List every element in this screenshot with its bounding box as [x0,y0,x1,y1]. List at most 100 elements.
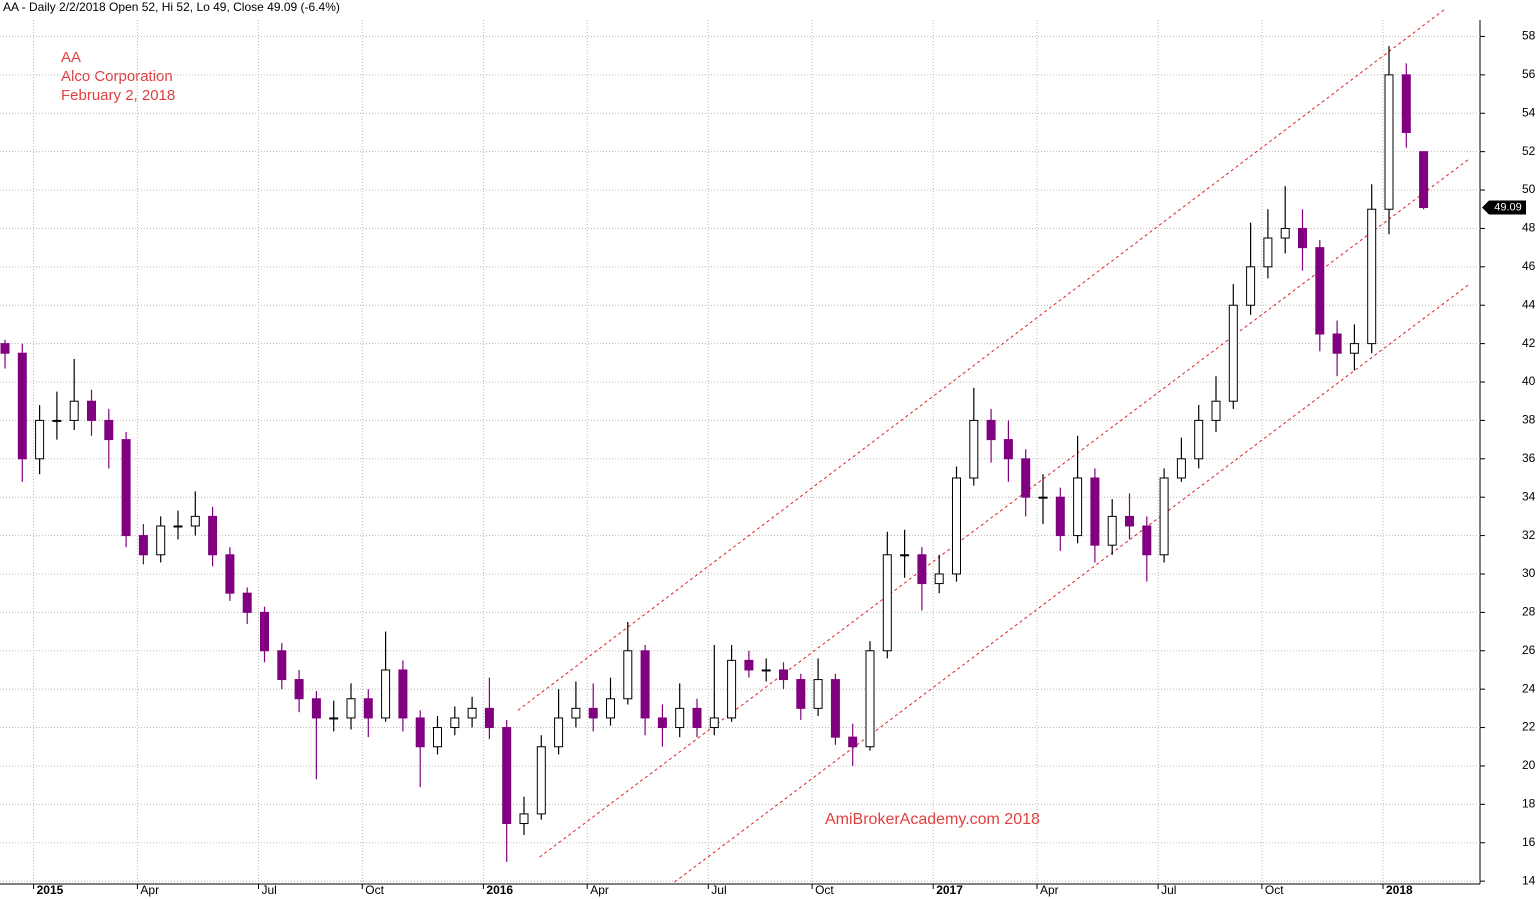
candle-body [813,679,823,709]
last-price-label: 49.09 [1494,201,1522,213]
annotation: February 2, 2018 [61,87,175,104]
y-tick-label: 50 [1522,182,1536,196]
y-tick-label: 54 [1522,105,1536,119]
candle-body [779,669,788,681]
candle-body [623,650,633,700]
candle-body [294,679,304,700]
candle-body [415,717,425,748]
candle-body [900,554,910,557]
candle-body [952,477,961,575]
candle-body [104,419,114,441]
candle-body [225,554,235,594]
candle-body [190,515,200,527]
candle-body [121,439,131,537]
candle-body [1107,515,1117,546]
y-tick-label: 42 [1522,336,1536,350]
trendline [674,284,1469,883]
candle-body [554,717,564,748]
candle-body [1194,419,1204,460]
y-tick-label: 46 [1522,259,1536,273]
y-tick-label: 44 [1522,297,1536,311]
candle-body [484,707,494,729]
x-tick-label: 2018 [1386,883,1413,897]
y-tick-label: 48 [1522,221,1536,235]
candle-body [242,592,252,613]
candle-body [1038,496,1048,499]
y-tick-label: 24 [1522,681,1536,695]
candle-body [1090,477,1100,546]
x-tick-label: Oct [1265,883,1284,897]
candle-body [381,669,391,719]
chart-title: AA - Daily 2/2/2018 Open 52, Hi 52, Lo 4… [3,0,340,14]
candle-body [934,573,944,585]
candle-body [744,659,754,671]
candle-body [260,611,269,652]
x-tick-label: Oct [365,883,384,897]
candle-body [1315,247,1325,335]
candle-body [571,707,581,719]
watermark: AmiBrokerAcademy.com 2018 [825,811,1040,828]
candle-body [1367,208,1377,345]
x-tick-label: 2017 [936,883,963,897]
candle-body [311,698,321,719]
candle-body [727,659,737,719]
y-tick-label: 38 [1522,413,1536,427]
x-tick-label: Oct [815,883,834,897]
candle-body [1211,400,1221,421]
y-tick-label: 36 [1522,451,1536,465]
candle-body [1142,525,1152,556]
trendline [517,9,1445,711]
y-tick-label: 52 [1522,144,1536,158]
candle-body [761,669,771,672]
candle-body [986,419,996,441]
candle-body [1003,439,1013,460]
candle-body [969,419,979,479]
candle-body [1384,74,1394,210]
candle-body [640,650,650,719]
candle-body [52,419,62,422]
x-tick-label: Jul [262,883,277,897]
y-tick-label: 56 [1522,67,1536,81]
candle-body [1176,458,1186,479]
y-tick-label: 26 [1522,643,1536,657]
candle-body [657,717,667,729]
x-tick-label: 2015 [37,883,64,897]
y-tick-label: 34 [1522,489,1536,503]
annotation: AA [61,49,81,66]
x-tick-label: Jul [711,883,726,897]
candle-body [17,352,27,460]
candle-body [588,707,598,719]
candle-body [675,707,685,729]
candle-body [502,727,512,825]
candle-body [1055,496,1065,537]
candle-body [1159,477,1169,556]
y-tick-label: 14 [1522,873,1536,887]
candle-body [692,707,702,729]
candle-body [1401,74,1411,133]
candle-body [346,698,356,719]
candle-body [1021,458,1031,498]
y-tick-label: 16 [1522,835,1536,849]
candle-body [865,650,875,748]
candle-body [606,698,615,719]
last-price-marker [1482,200,1526,215]
candle-body [329,717,339,720]
candle-body [1280,227,1290,239]
y-tick-label: 18 [1522,797,1536,811]
candle-body [848,736,858,748]
candle-body [1298,227,1307,249]
candle-body [87,400,96,421]
x-tick-label: 2016 [486,883,513,897]
x-tick-label: Jul [1161,883,1176,897]
x-tick-label: Apr [1040,883,1059,897]
y-tick-label: 32 [1522,528,1536,542]
candle-body [363,698,373,719]
candle-body [830,679,840,738]
candle-body [1073,477,1083,537]
annotation: Alco Corporation [61,68,173,85]
candle-body [467,707,477,719]
candle-body [796,679,806,709]
candle-body [35,419,45,460]
y-tick-label: 40 [1522,374,1536,388]
